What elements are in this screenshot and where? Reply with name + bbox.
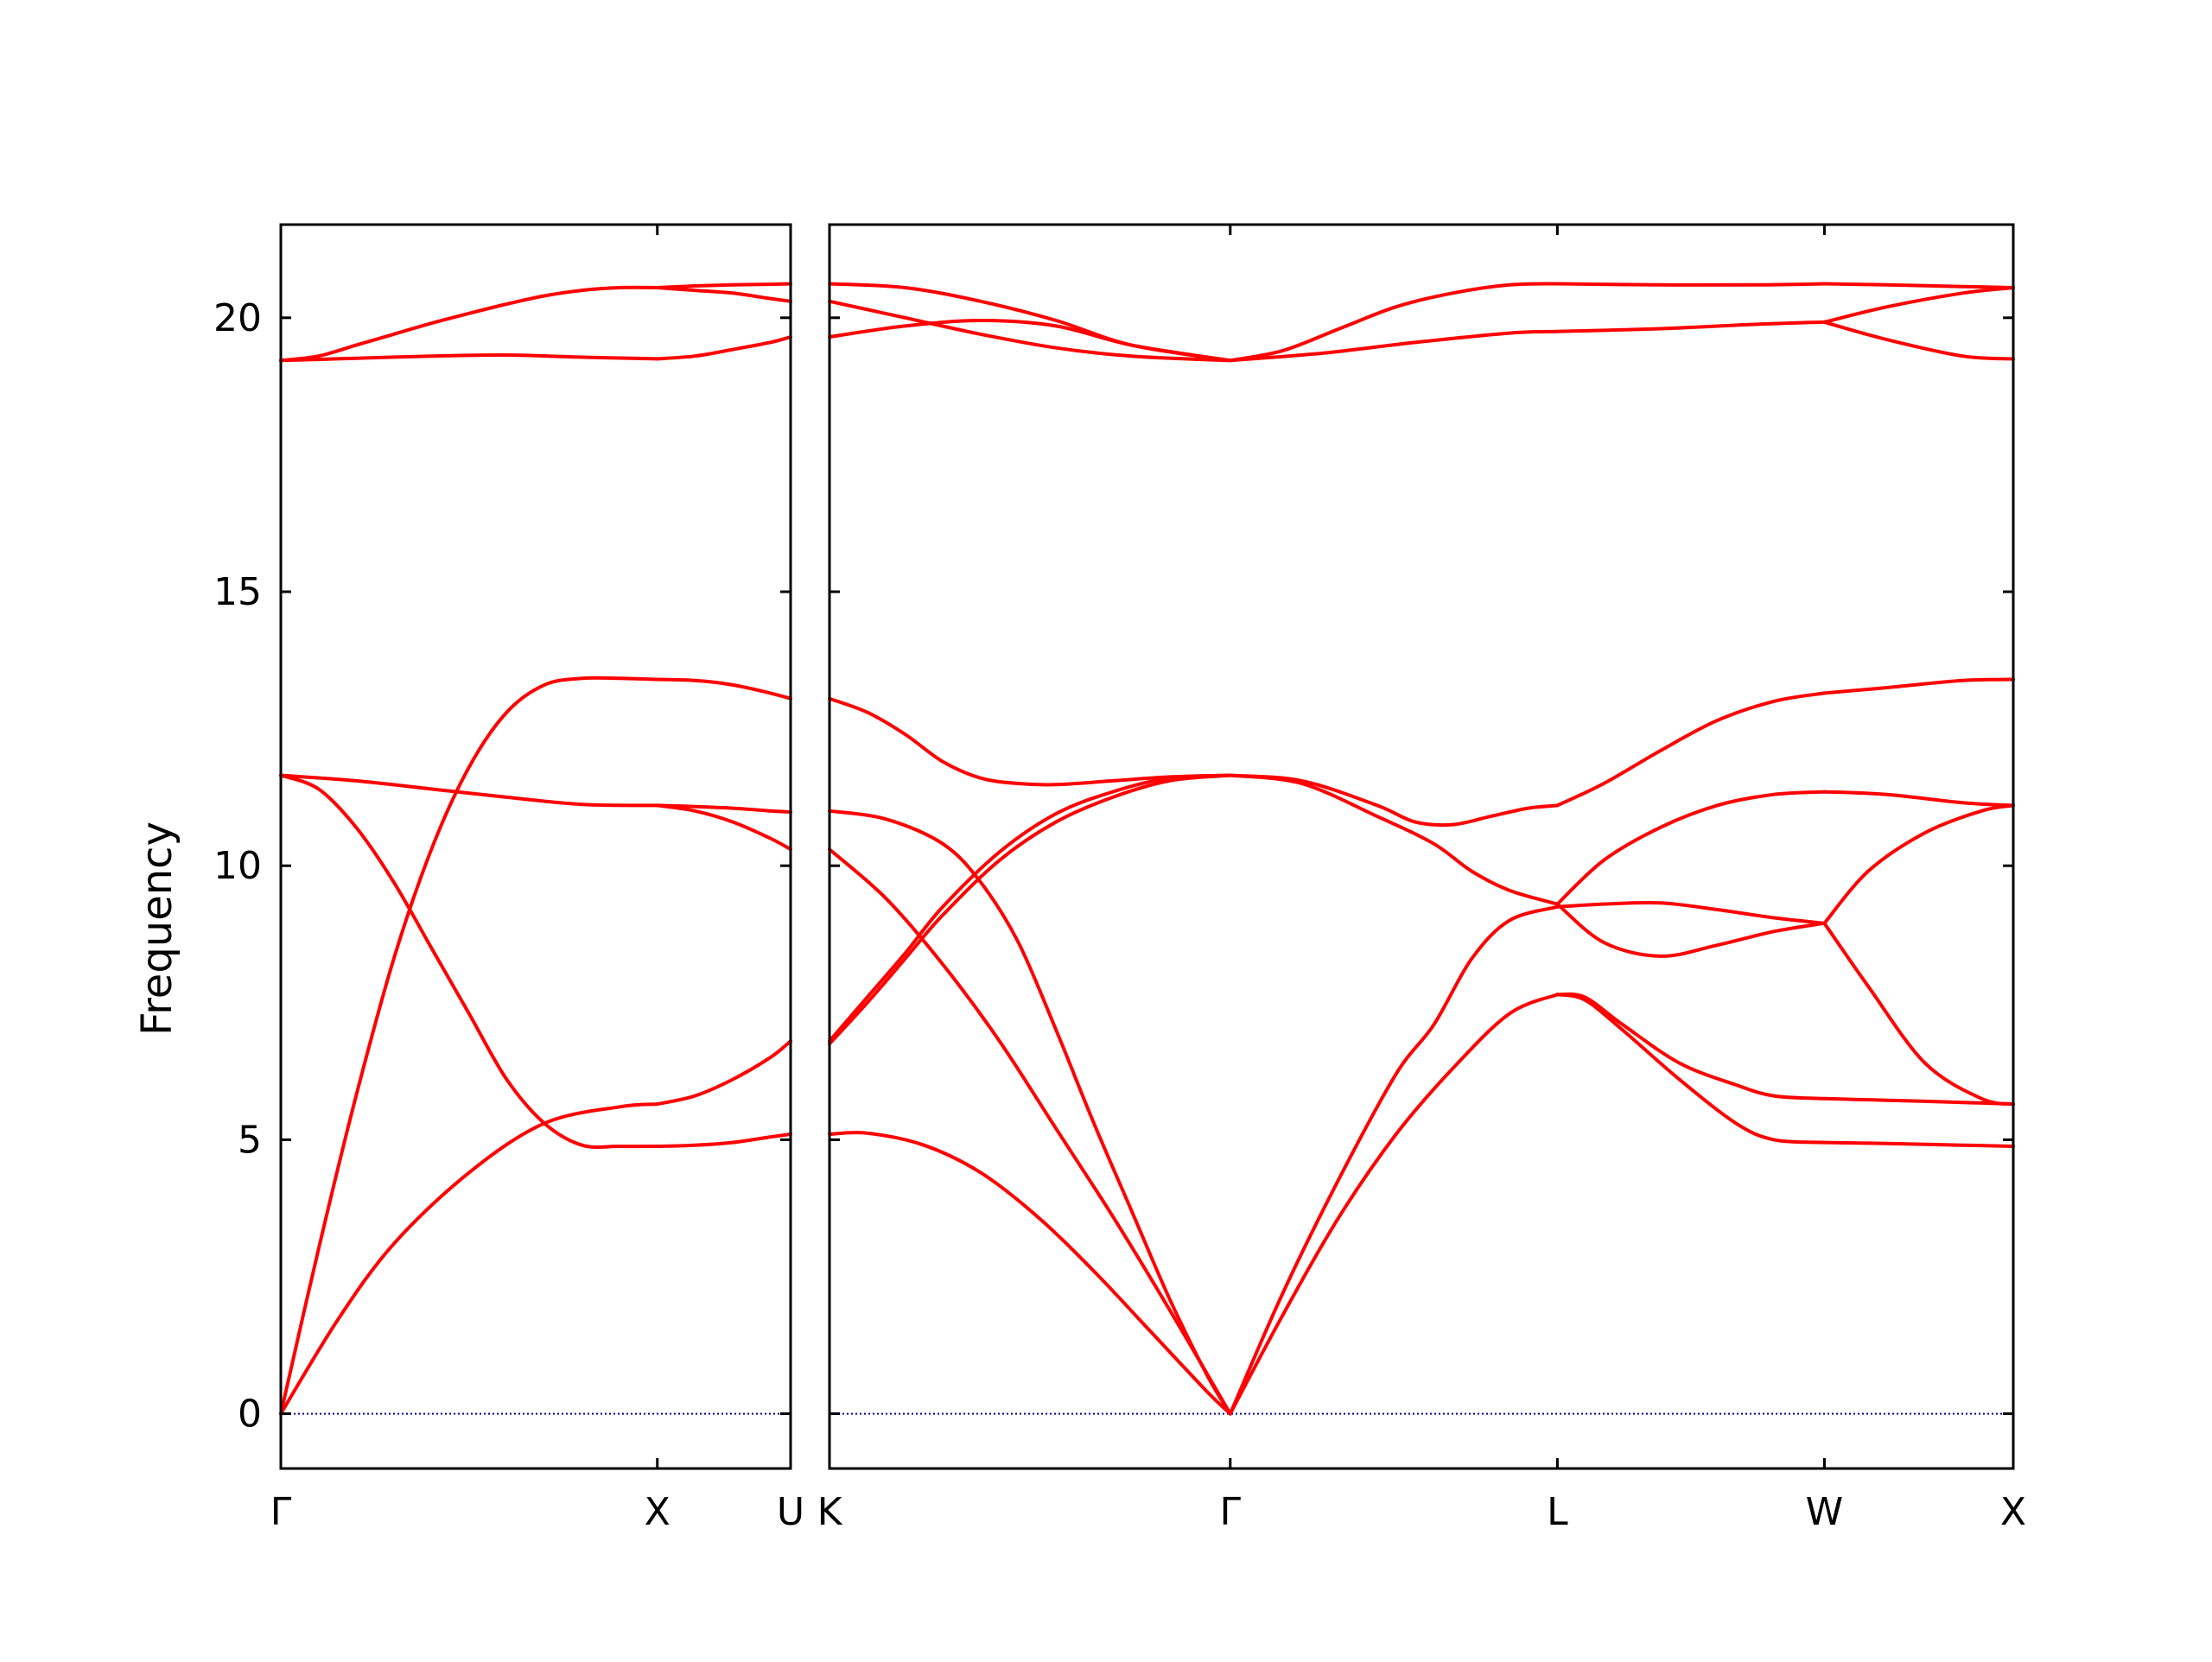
band-line — [1228, 993, 1560, 1416]
band-line — [1555, 900, 1827, 925]
x-tick-label: K — [817, 1490, 843, 1534]
band-line — [1822, 282, 2015, 289]
x-tick-label: X — [645, 1490, 671, 1534]
x-tick-label: X — [2000, 1490, 2026, 1534]
band-line — [828, 773, 1232, 1046]
y-tick-label: 5 — [238, 1118, 262, 1162]
band-line — [279, 1102, 659, 1416]
band-line — [655, 1132, 792, 1148]
band-line — [1228, 282, 1560, 363]
panel-gamma-x-u: Γ X U 0 5 10 15 20 — [213, 223, 804, 1534]
band-line — [1555, 993, 1827, 1145]
band-line — [655, 803, 792, 852]
band-line — [1555, 790, 1827, 906]
band-line — [1228, 329, 1560, 363]
band-line — [279, 773, 659, 1150]
band-line — [828, 696, 1232, 787]
band-line — [279, 352, 659, 363]
band-line — [1228, 904, 1560, 1416]
band-line — [828, 847, 1232, 1416]
band-line — [1555, 320, 1827, 333]
band-line — [279, 676, 659, 1416]
band-line — [655, 803, 792, 814]
band-line — [655, 335, 792, 361]
panel-frame — [828, 223, 2015, 1470]
band-line — [1555, 282, 1827, 287]
band-line — [1555, 902, 1827, 958]
panels-layer: Γ X U 0 5 10 15 20 K Γ L W X — [213, 223, 2026, 1534]
band-line — [828, 1131, 1232, 1416]
x-tick-label: Γ — [270, 1490, 292, 1534]
band-line — [1822, 790, 2015, 808]
y-tick-label: 20 — [213, 296, 262, 340]
band-line — [828, 809, 1232, 1416]
band-line — [828, 319, 1232, 363]
y-tick-label: 15 — [213, 570, 262, 614]
band-line — [1822, 677, 2015, 695]
band-line — [828, 299, 1232, 363]
x-tick-label: Γ — [1220, 1490, 1242, 1534]
band-line — [1555, 691, 1827, 808]
x-tick-label: L — [1547, 1490, 1568, 1534]
x-tick-label: W — [1806, 1490, 1844, 1534]
band-line — [1822, 803, 2015, 925]
x-tick-label: U — [777, 1490, 804, 1534]
band-line — [1822, 921, 2015, 1107]
y-tick-label: 0 — [238, 1392, 262, 1437]
y-axis-label: Frequency — [133, 821, 181, 1036]
band-line — [1822, 1096, 2015, 1107]
band-line — [655, 1039, 792, 1107]
band-line — [828, 773, 1232, 1044]
band-line — [1822, 286, 2015, 324]
panel-frame — [279, 223, 792, 1470]
band-line — [655, 282, 792, 289]
band-line — [655, 677, 792, 701]
band-line — [279, 285, 659, 363]
band-line — [1228, 773, 1560, 906]
y-tick-label: 10 — [213, 844, 262, 888]
band-line — [1555, 992, 1827, 1101]
band-line — [828, 282, 1232, 363]
band-line — [1822, 320, 2015, 361]
band-line — [1228, 773, 1560, 828]
band-line — [1822, 1140, 2015, 1148]
band-line — [279, 773, 659, 808]
band-line — [655, 286, 792, 303]
